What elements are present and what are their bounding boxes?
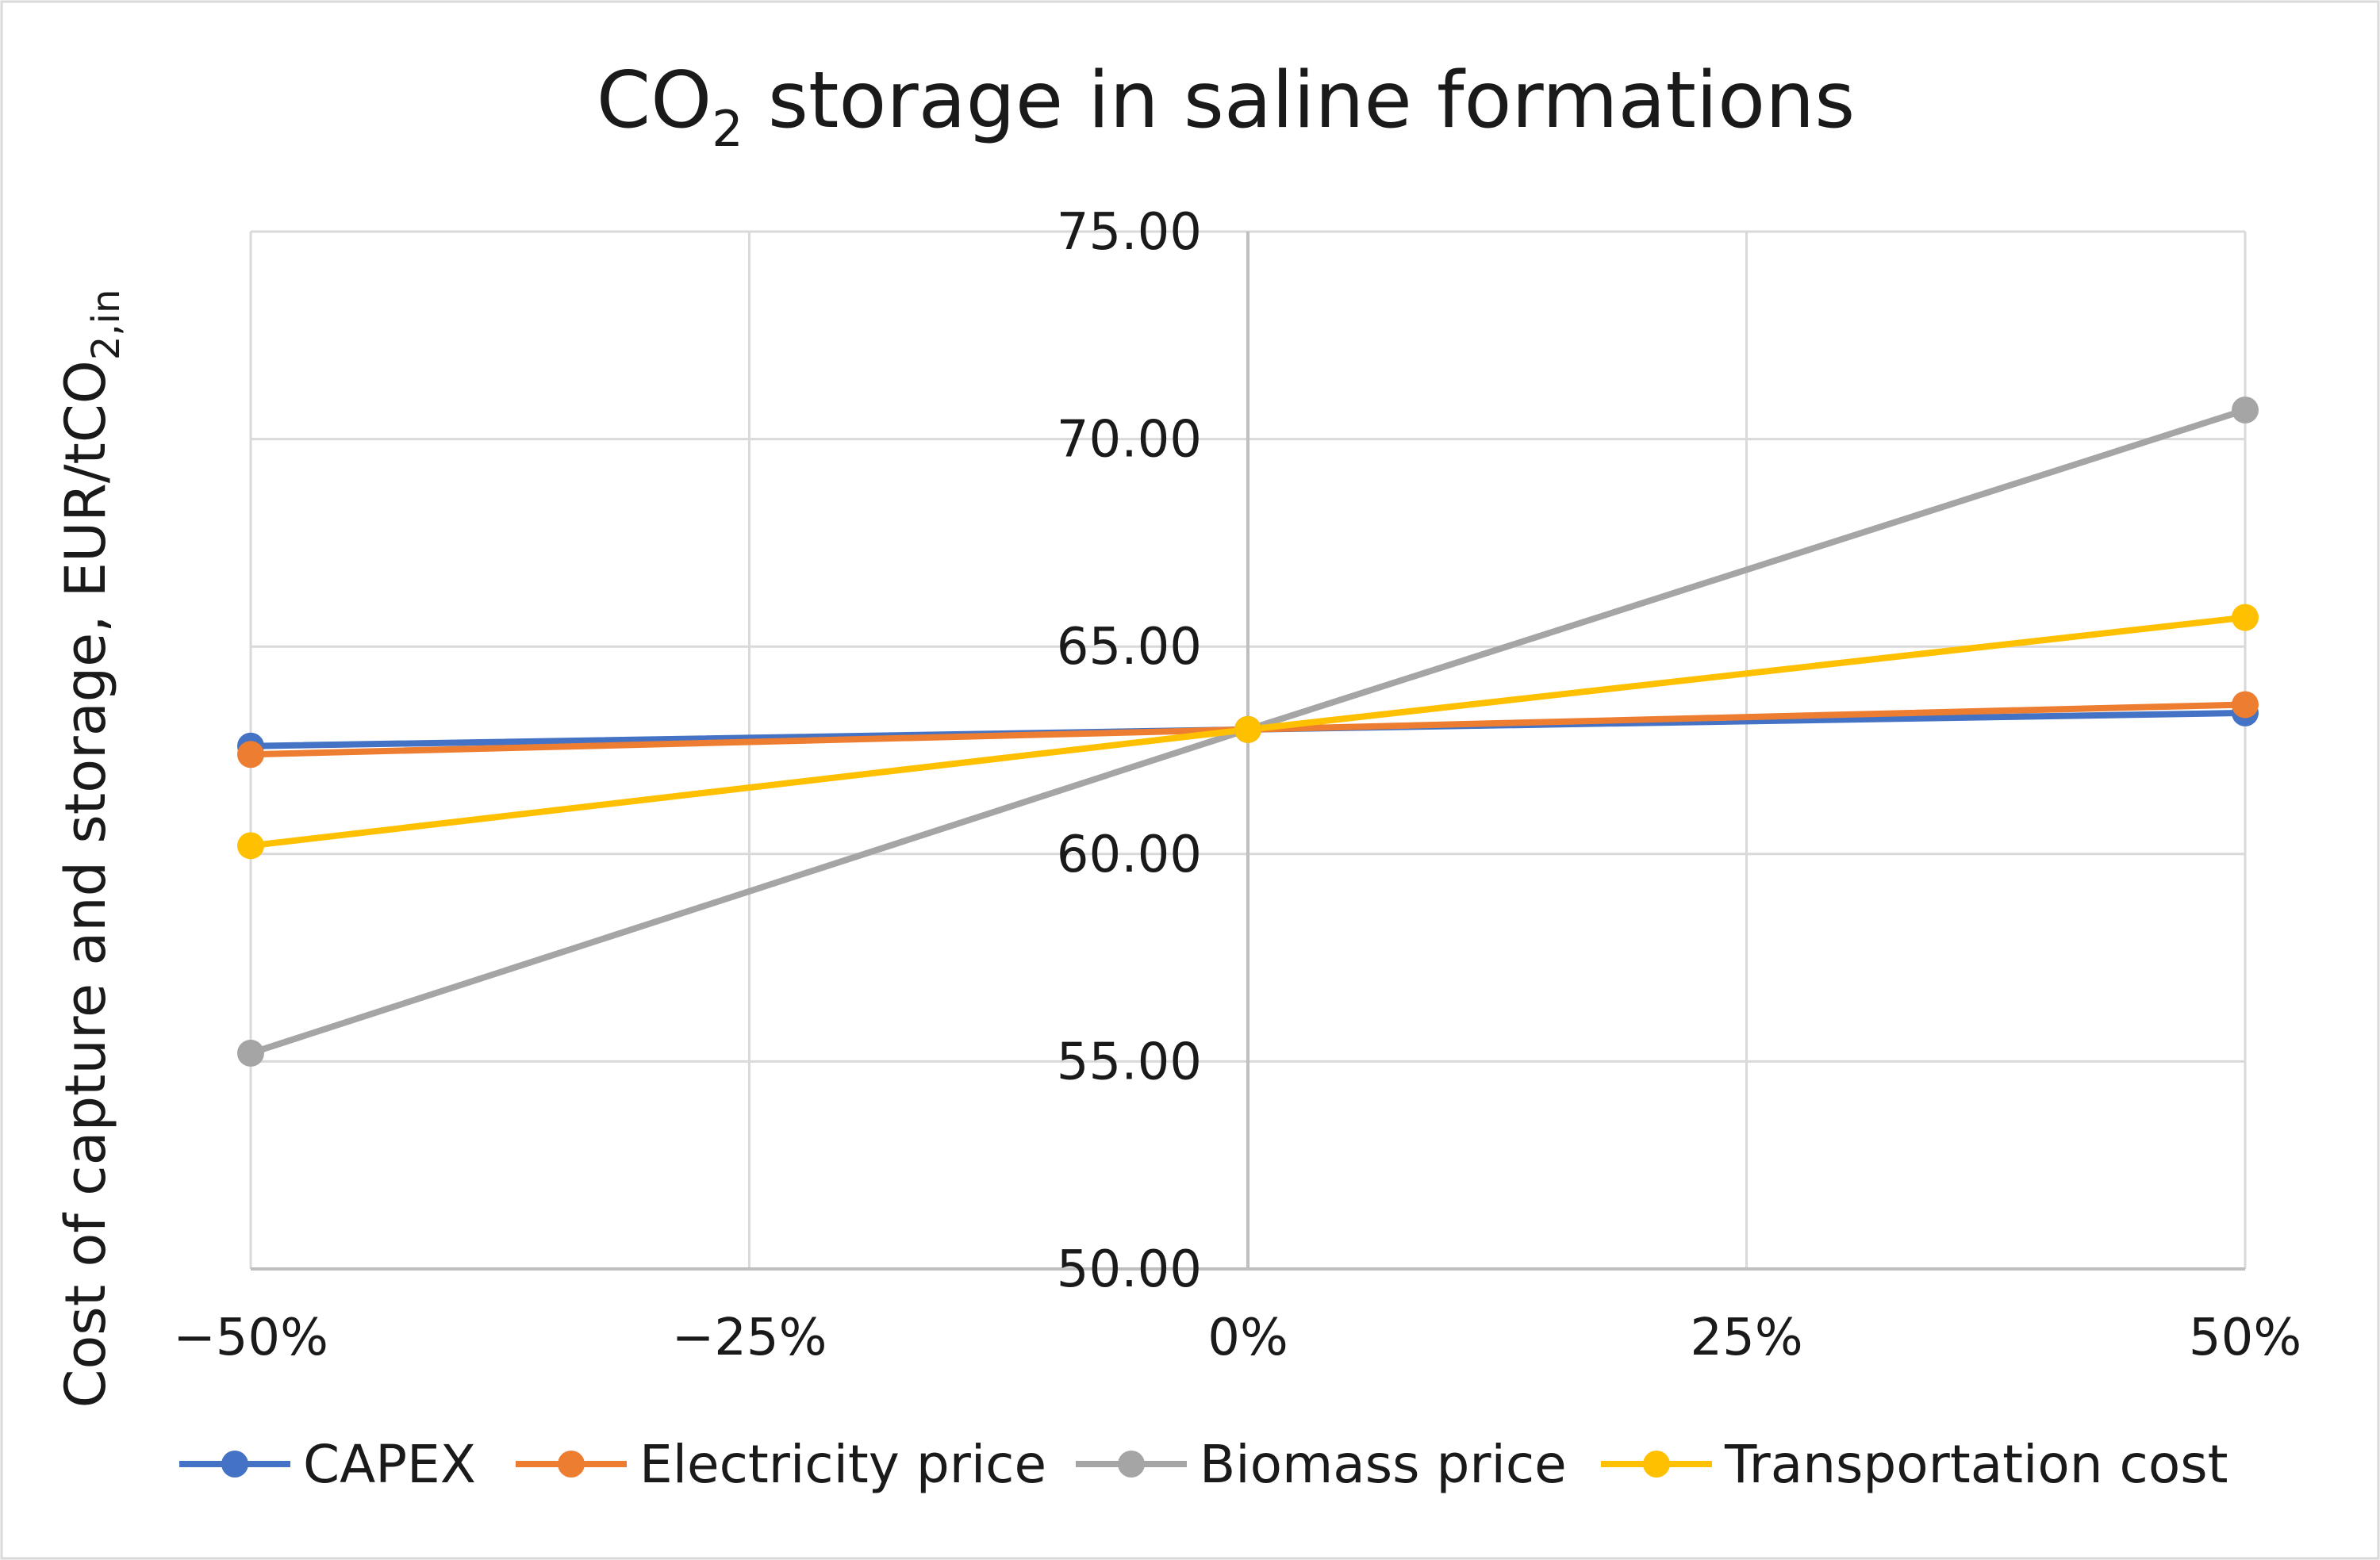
data-point-electricity-price <box>237 741 264 769</box>
y-axis-label-main: Cost of capture and storage, EUR/tCO <box>53 360 118 1408</box>
legend-label-electricity-price: Electricity price <box>639 1434 1046 1495</box>
legend-marker-dot-capex <box>221 1451 248 1478</box>
data-point-transportation-cost <box>2232 604 2259 631</box>
x-tick-labels: −50% −25% 0% 25% 50% <box>173 1309 2301 1367</box>
x-tick-label: 0% <box>1207 1309 1288 1367</box>
gridlines <box>249 230 2247 1271</box>
legend-label-capex: CAPEX <box>303 1434 476 1495</box>
y-tick-label: 65.00 <box>1057 618 1202 677</box>
y-axis-label: Cost of capture and storage, EUR/tCO2,in <box>53 289 129 1409</box>
data-point-biomass-price <box>237 1039 264 1067</box>
y-tick-label: 75.00 <box>1057 203 1202 262</box>
y-tick-label: 50.00 <box>1057 1240 1202 1299</box>
legend-label-biomass-price: Biomass price <box>1200 1434 1567 1495</box>
y-tick-label: 55.00 <box>1057 1033 1202 1091</box>
chart-title-main: CO <box>597 56 712 146</box>
chart-title: CO2 storage in saline formations <box>597 56 1856 158</box>
x-tick-label: −25% <box>672 1309 827 1367</box>
legend-marker-dot-transportation-cost <box>1643 1451 1670 1478</box>
series-points <box>237 396 2259 1067</box>
legend-marker-dot-biomass-price <box>1118 1451 1145 1478</box>
data-point-transportation-cost <box>237 832 264 860</box>
y-axis-label-subscript: 2,in <box>84 289 129 361</box>
y-tick-label: 60.00 <box>1057 826 1202 884</box>
legend: CAPEX Electricity price Biomass price Trans… <box>179 1434 2228 1495</box>
y-tick-label: 70.00 <box>1057 411 1202 470</box>
legend-label-transportation-cost: Transportation cost <box>1724 1434 2228 1495</box>
data-point-electricity-price <box>2232 691 2259 719</box>
data-point-biomass-price <box>2232 396 2259 424</box>
y-tick-labels: 50.00 55.00 60.00 65.00 70.00 75.00 <box>1057 203 1202 1299</box>
x-tick-label: 25% <box>1690 1309 1802 1367</box>
chart-title-rest: storage in saline formations <box>743 56 1856 146</box>
chart-title-subscript: 2 <box>712 100 743 158</box>
data-point-transportation-cost <box>1234 715 1261 743</box>
x-tick-label: 50% <box>2189 1309 2301 1367</box>
x-tick-label: −50% <box>173 1309 328 1367</box>
legend-marker-dot-electricity-price <box>558 1451 585 1478</box>
